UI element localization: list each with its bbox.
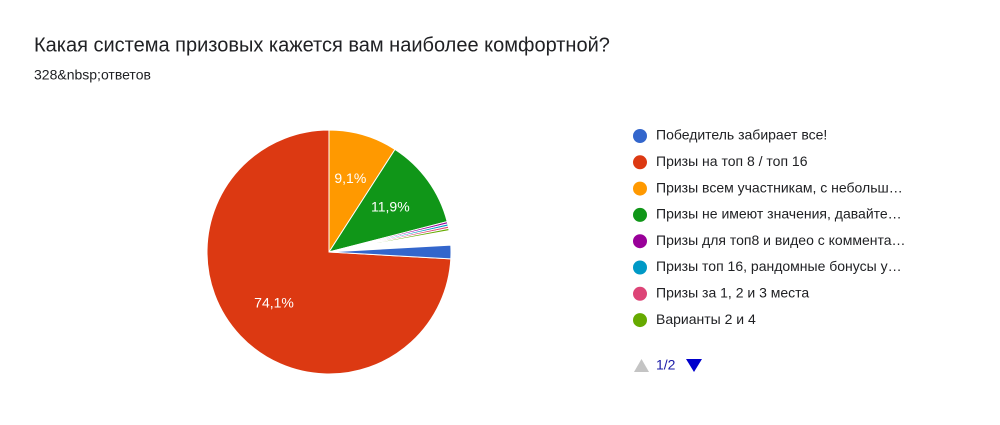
legend-swatch xyxy=(633,313,647,328)
response-count: 328&nbsp;ответов xyxy=(34,67,151,83)
legend-swatch xyxy=(633,234,647,249)
pie-slice xyxy=(328,227,450,253)
pie-slice xyxy=(327,148,448,253)
legend: Победитель забирает все! Призы на топ 8 /… xyxy=(633,127,906,328)
prev-page[interactable] xyxy=(634,359,649,372)
legend-swatch xyxy=(633,207,647,222)
legend-label: Победитель забирает все! xyxy=(656,127,827,143)
legend-swatch xyxy=(633,155,647,170)
pie-slice xyxy=(206,129,452,375)
legend-label: Призы не имеют значения, давайте… xyxy=(656,206,902,222)
legend-label: Призы всем участникам, с небольш… xyxy=(656,179,903,195)
pie: 9,1% 11,9% 74,1% xyxy=(206,129,452,375)
pie-slice xyxy=(328,244,452,260)
legend-label: Варианты 2 и 4 xyxy=(656,311,756,327)
slice-label: 74,1% xyxy=(254,295,294,311)
slice-label: 9,1% xyxy=(334,170,366,186)
slice-label: 11,9% xyxy=(371,198,410,214)
legend-swatch xyxy=(633,286,647,301)
next-page[interactable] xyxy=(686,359,702,372)
legend-label: Призы для топ8 и видео с коммента… xyxy=(656,232,906,248)
legend-swatch xyxy=(633,181,647,196)
legend-label: Призы за 1, 2 и 3 места xyxy=(656,285,809,301)
legend-swatch xyxy=(633,129,647,143)
chart-title: Какая система призовых кажется вам наибо… xyxy=(34,34,610,56)
legend-swatch xyxy=(633,260,647,275)
legend-label: Призы топ 16, рандомные бонусы у… xyxy=(656,258,902,274)
legend-label: Призы на топ 8 / топ 16 xyxy=(656,153,808,169)
page-indicator: 1/2 xyxy=(656,357,676,373)
